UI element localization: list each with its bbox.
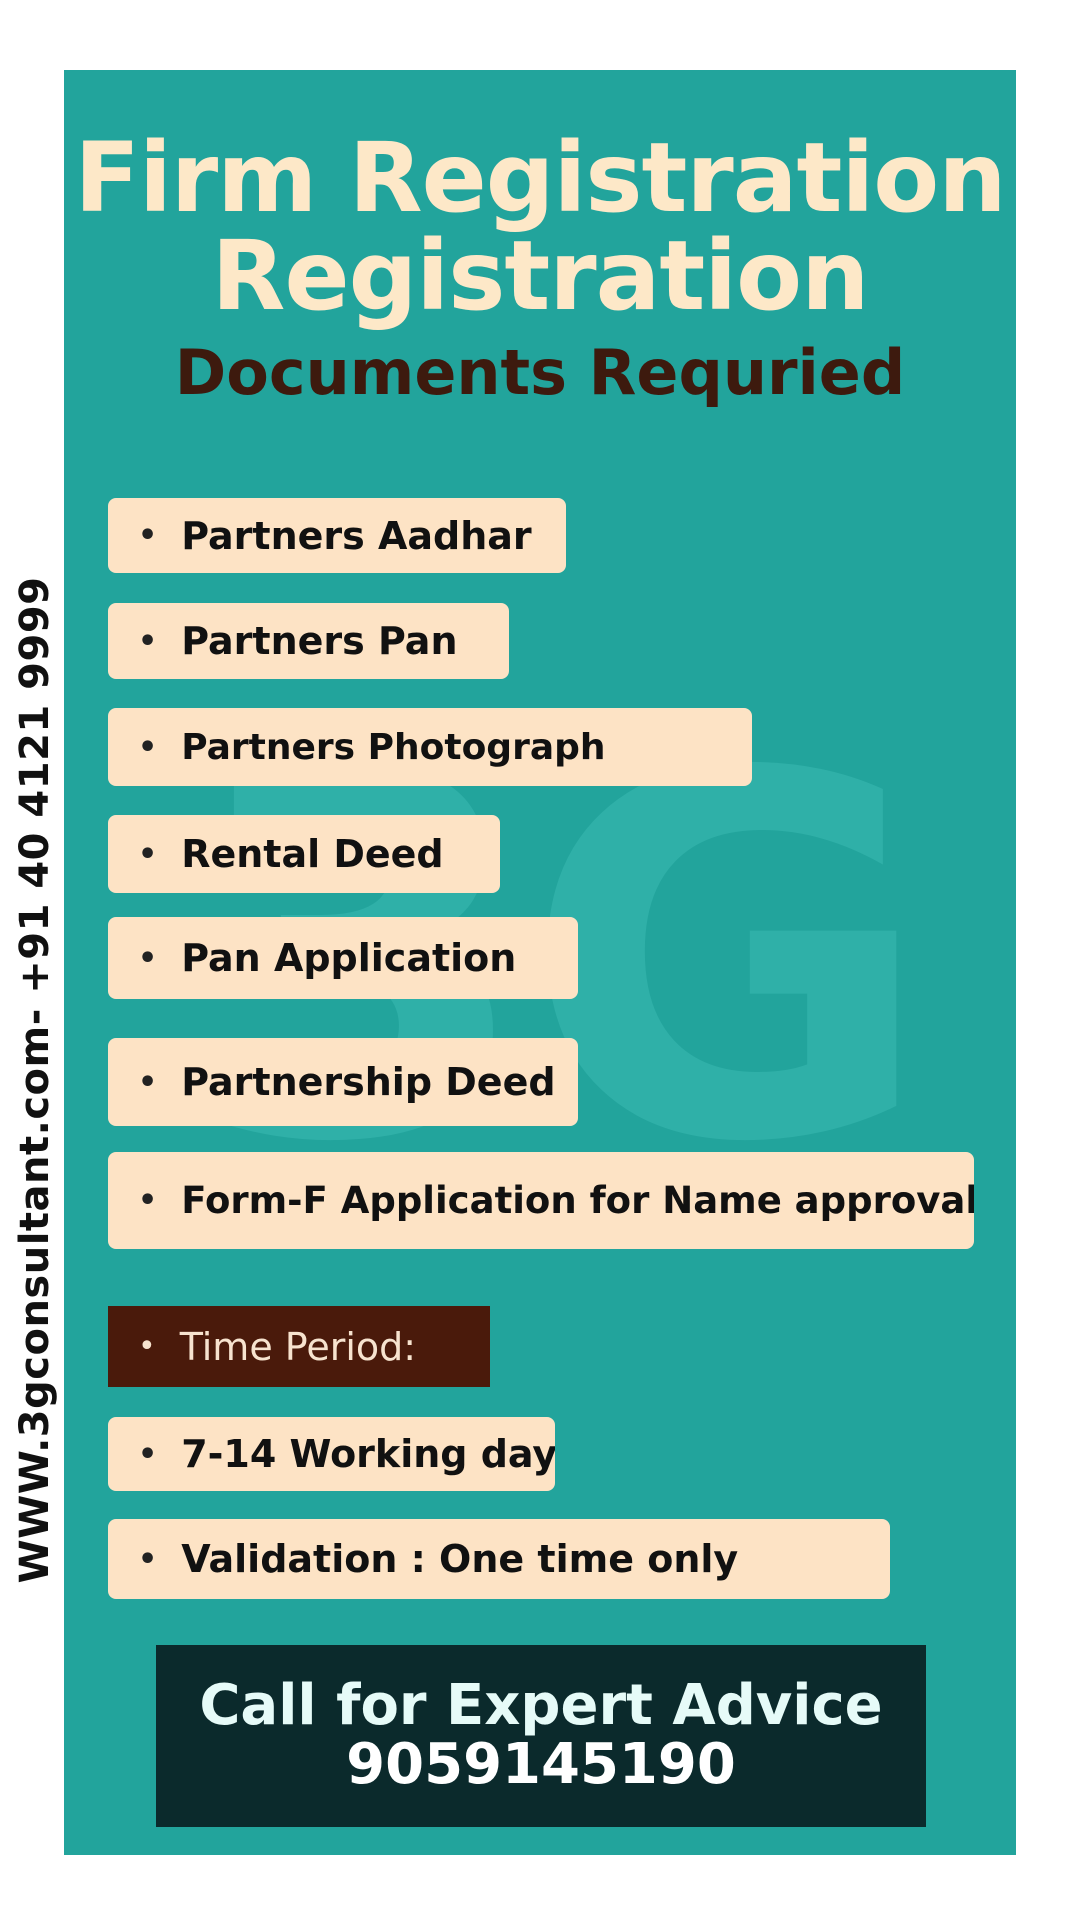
bullet-icon: • [138,940,158,976]
document-label: Partners Aadhar [181,513,532,558]
duration-item: • 7-14 Working days [108,1417,555,1491]
website-phone-sidebar: WWW.3gconsultant.com- +91 40 4121 9999 [12,576,58,1584]
document-item: • Partnership Deed [108,1038,578,1126]
cta-heading: Call for Expert Advice [199,1673,883,1739]
duration-text: 7-14 Working days [181,1432,555,1476]
document-label: Pan Application [181,936,517,980]
bullet-icon: • [138,1329,156,1364]
bullet-icon: • [138,1183,158,1218]
document-label: Rental Deed [181,832,444,876]
title-line-1: Firm Registration [74,122,1006,234]
document-item: • Pan Application [108,917,578,999]
bullet-icon: • [138,1436,158,1472]
phone-number[interactable]: 9059145190 [346,1732,736,1797]
document-label: Form-F Application for Name approval [181,1179,974,1222]
bullet-icon: • [138,518,158,553]
document-label: Partners Photograph [181,726,606,768]
bullet-icon: • [138,623,158,659]
time-period-text: Time Period: [179,1324,417,1369]
document-item: • Form-F Application for Name approval [108,1152,974,1249]
validation-text: Validation : One time only [181,1537,739,1581]
bullet-icon: • [138,1541,158,1577]
main-panel: 3G Firm Registration Registration Docume… [64,70,1016,1855]
document-label: Partners Pan [181,619,458,663]
document-item: • Rental Deed [108,815,500,893]
call-to-action-box[interactable]: Call for Expert Advice 9059145190 [156,1645,926,1827]
bullet-icon: • [138,729,158,765]
validation-item: • Validation : One time only [108,1519,890,1599]
bullet-icon: • [138,1064,158,1100]
title-line-2: Registration [211,220,870,332]
document-label: Partnership Deed [181,1060,556,1104]
bullet-icon: • [138,836,158,872]
document-item: • Partners Photograph [108,708,752,786]
document-item: • Partners Pan [108,603,509,679]
subtitle: Documents Requried [174,336,906,409]
document-item: • Partners Aadhar [108,498,566,573]
time-period-label: • Time Period: [108,1306,490,1387]
